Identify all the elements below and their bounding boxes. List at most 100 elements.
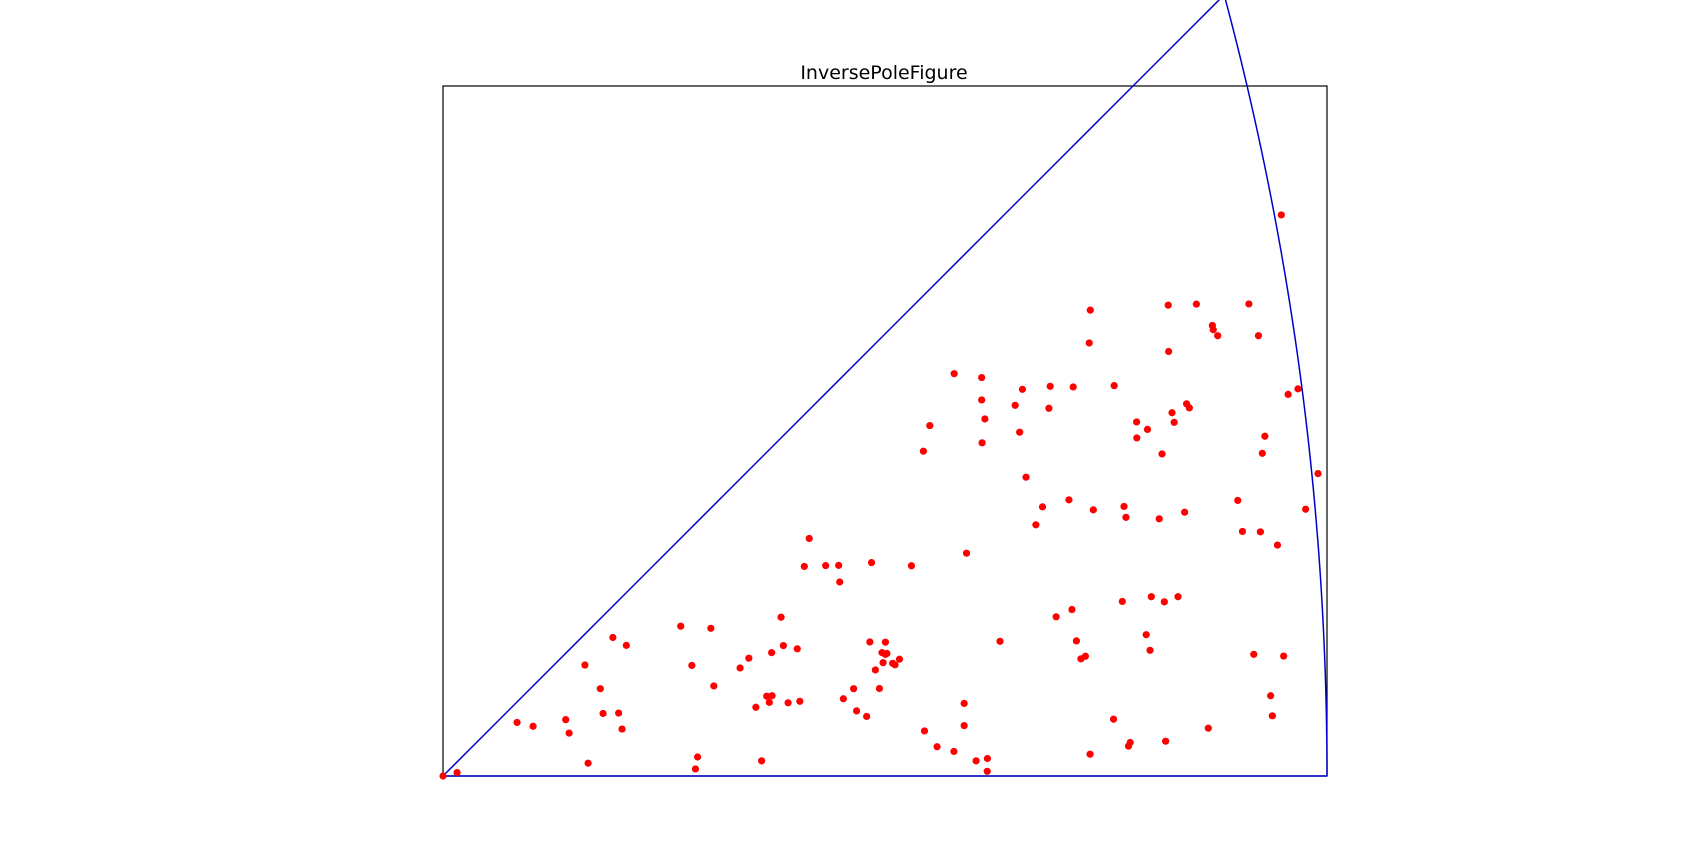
- scatter-point: [875, 684, 884, 693]
- scatter-point: [881, 638, 890, 646]
- scatter-point: [1155, 515, 1163, 523]
- scatter-point: [439, 772, 447, 780]
- scatter-point: [1192, 300, 1200, 308]
- scatter-point: [1086, 306, 1094, 314]
- scatter-point: [691, 765, 700, 773]
- boundary-111-101-arc: [1224, 0, 1328, 777]
- scatter-point: [1072, 637, 1081, 645]
- scatter-point: [1032, 521, 1040, 529]
- scatter-point: [1204, 724, 1212, 732]
- scatter-point: [879, 659, 887, 667]
- scatter-point: [863, 712, 871, 721]
- scatter-point: [765, 698, 773, 706]
- scatter-point: [1261, 432, 1269, 440]
- scatter-point: [933, 743, 941, 751]
- scatter-point: [1256, 528, 1264, 536]
- scatter-point: [1038, 503, 1047, 511]
- chart-title: InversePoleFigure: [800, 62, 967, 84]
- scatter-point: [1118, 597, 1126, 606]
- scatter-point: [763, 692, 771, 700]
- scatter-point: [1122, 513, 1130, 521]
- scatter-point: [1268, 712, 1276, 720]
- scatter-point: [983, 754, 992, 763]
- scatter-point: [800, 562, 808, 571]
- scatter-point: [513, 718, 521, 727]
- scatter-point: [596, 685, 604, 693]
- scatter-point: [1164, 301, 1172, 309]
- scatter-point: [1181, 508, 1189, 516]
- scatter-points: [439, 211, 1322, 780]
- scatter-point: [1065, 496, 1073, 504]
- scatter-point: [920, 727, 929, 735]
- scatter-point: [745, 654, 753, 662]
- scatter-point: [618, 725, 626, 733]
- scatter-point: [1045, 404, 1053, 412]
- scatter-point: [960, 722, 968, 730]
- scatter-point: [1314, 469, 1322, 478]
- scatter-point: [584, 759, 592, 767]
- scatter-point: [694, 753, 702, 761]
- scatter-point: [1133, 418, 1141, 426]
- scatter-point: [919, 447, 928, 455]
- scatter-point: [1234, 496, 1242, 505]
- boundary-001-111-edge: [442, 0, 1221, 777]
- scatter-point: [779, 642, 788, 650]
- plot-area-frame: [442, 85, 1328, 777]
- scatter-point: [1284, 390, 1292, 399]
- scatter-point: [1142, 631, 1150, 639]
- scatter-point: [978, 373, 986, 382]
- scatter-point: [1120, 502, 1128, 511]
- scatter-point: [822, 561, 830, 570]
- scatter-point: [1238, 527, 1247, 536]
- scatter-point: [1182, 400, 1191, 408]
- scatter-point: [839, 695, 847, 703]
- scatter-point: [836, 578, 844, 586]
- scatter-point: [622, 641, 630, 649]
- scatter-point: [1214, 332, 1222, 340]
- scatter-point: [1086, 750, 1094, 758]
- scatter-point: [1302, 505, 1310, 513]
- scatter-point: [1081, 652, 1089, 660]
- scatter-point: [1089, 506, 1097, 514]
- scatter-point: [1158, 450, 1166, 458]
- scatter-point: [983, 767, 991, 775]
- scatter-point: [1277, 211, 1285, 219]
- scatter-point: [1109, 715, 1118, 723]
- scatter-point: [1110, 382, 1118, 390]
- scatter-point: [1280, 652, 1288, 660]
- scatter-point: [978, 439, 986, 447]
- scatter-point: [1174, 593, 1182, 601]
- scatter-point: [1160, 598, 1168, 606]
- scatter-point: [1170, 418, 1178, 426]
- scatter-point: [950, 370, 958, 378]
- scatter-point: [962, 549, 971, 557]
- scatter-point: [850, 685, 858, 693]
- scatter-point: [758, 757, 766, 765]
- scatter-point: [1245, 300, 1253, 308]
- scatter-point: [581, 661, 589, 669]
- scatter-point: [453, 768, 461, 777]
- scatter-point: [871, 666, 879, 674]
- scatter-point: [1146, 646, 1154, 654]
- scatter-point: [805, 534, 813, 543]
- scatter-point: [1022, 473, 1030, 481]
- scatter-point: [1143, 425, 1152, 434]
- scatter-point: [996, 637, 1004, 645]
- scatter-point: [793, 645, 801, 653]
- scatter-point: [1069, 383, 1077, 391]
- scatter-point: [1250, 650, 1258, 658]
- scatter-point: [707, 624, 715, 632]
- scatter-point: [1208, 321, 1216, 330]
- scatter-point: [866, 638, 874, 646]
- scatter-point: [1011, 401, 1019, 409]
- scatter-point: [895, 655, 904, 663]
- scatter-point: [710, 682, 718, 690]
- scatter-point: [565, 729, 573, 737]
- scatter-point: [752, 703, 760, 711]
- scatter-point: [784, 699, 792, 707]
- scatter-point: [1085, 339, 1093, 347]
- scatter-point: [688, 661, 696, 670]
- scatter-point: [1133, 434, 1141, 442]
- scatter-point: [1052, 613, 1060, 621]
- scatter-point: [950, 747, 958, 756]
